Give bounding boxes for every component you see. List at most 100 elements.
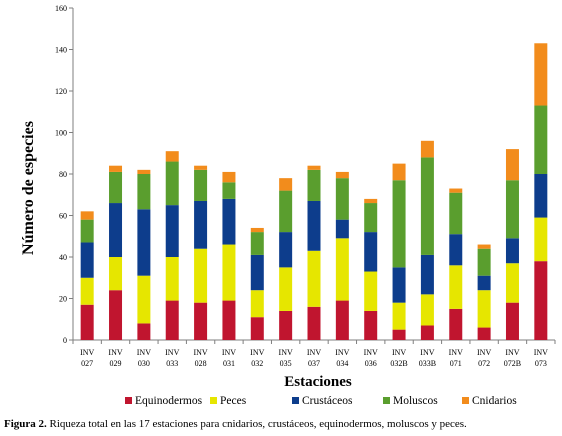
bar-segment: [250, 317, 264, 340]
bar-segment: [80, 304, 94, 340]
x-tick-label: INV: [193, 348, 207, 357]
bar-segment: [420, 157, 434, 255]
bar-segment: [364, 232, 378, 272]
legend-swatch: [292, 397, 299, 404]
bar-segment: [194, 302, 208, 340]
bar-segment: [165, 205, 179, 257]
bar-segment: [335, 171, 349, 179]
y-tick-label: 120: [55, 87, 67, 96]
bar-segment: [335, 238, 349, 301]
x-tick-label: 028: [195, 359, 207, 368]
bar-segment: [307, 306, 321, 340]
bar-segment: [250, 254, 264, 291]
bar-segment: [109, 165, 123, 172]
x-tick-label: INV: [250, 348, 264, 357]
bar-segment: [222, 300, 236, 340]
bar-segment: [307, 169, 321, 201]
bar-segment: [534, 217, 548, 262]
bar-segment: [137, 209, 151, 276]
x-tick-label: 035: [280, 359, 292, 368]
x-tick-label: INV: [449, 348, 463, 357]
chart-legend: Equinodermos Peces Crustáceos Moluscos Cnida…: [125, 395, 517, 407]
bar-segment: [222, 171, 236, 183]
stacked-bar-chart: 0 20 40 60 80 100 120 140 160 INV 027 INV 029 INV 030…: [20, 4, 556, 407]
x-tick-label: INV: [392, 348, 406, 357]
x-tick-label: INV: [108, 348, 122, 357]
bar-segment: [477, 248, 491, 276]
bar-segment: [420, 254, 434, 295]
bar-segment: [137, 174, 151, 210]
bar-segment: [534, 43, 548, 106]
bar-segment: [335, 178, 349, 220]
bar-segment: [194, 248, 208, 303]
bar-segment: [505, 180, 519, 239]
x-tick-label: 032: [251, 359, 263, 368]
bar-segment: [364, 198, 378, 204]
y-tick-label: 20: [59, 295, 67, 304]
bar-segment: [477, 327, 491, 340]
y-tick-label: 140: [55, 46, 67, 55]
y-tick-label: 60: [59, 212, 67, 221]
bar-segment: [420, 294, 434, 326]
x-tick-label: INV: [477, 348, 491, 357]
x-tick-label: 037: [308, 359, 320, 368]
x-tick-label: 033B: [419, 359, 436, 368]
bar-segment: [109, 171, 123, 204]
bar-segment: [80, 277, 94, 305]
bar-segment: [80, 242, 94, 278]
bar-segment: [307, 165, 321, 170]
y-axis-label: Número de especies: [20, 121, 37, 255]
y-tick-label: 160: [55, 4, 67, 13]
legend-swatch: [210, 397, 217, 404]
legend-label: Moluscos: [393, 395, 438, 407]
bar-segment: [194, 169, 208, 201]
bar-segment: [307, 200, 321, 251]
y-tick-label: 0: [63, 336, 67, 345]
bar-segment: [392, 180, 406, 268]
y-tick-label: 100: [55, 129, 67, 138]
legend-label: Equinodermos: [135, 395, 203, 407]
bar-segment: [449, 192, 463, 235]
bar-segment: [279, 190, 293, 233]
figure-caption: Figura 2. Riqueza total en las 17 estaci…: [4, 418, 560, 430]
bar-segment: [165, 151, 179, 162]
bar-segment: [279, 178, 293, 191]
bar-segment: [364, 271, 378, 311]
bar-segment: [80, 219, 94, 243]
bar-segment: [279, 310, 293, 340]
bar-segment: [392, 163, 406, 181]
bar-segment: [449, 234, 463, 266]
legend-label: Peces: [220, 395, 247, 407]
x-tick-label: INV: [420, 348, 434, 357]
x-tick-label: 029: [110, 359, 122, 368]
x-tick-label: 072: [478, 359, 490, 368]
x-tick-label: 032B: [390, 359, 407, 368]
bar-segment: [534, 105, 548, 174]
caption-text: Riqueza total en las 17 estaciones para …: [46, 418, 467, 430]
y-tick-label: 80: [59, 170, 67, 179]
bar-segment: [109, 290, 123, 340]
x-tick-label: INV: [165, 348, 179, 357]
y-tick-labels: 0 20 40 60 80 100 120 140 160: [55, 4, 67, 345]
legend-swatch: [462, 397, 469, 404]
x-tick-label: 030: [138, 359, 150, 368]
bar-segment: [392, 267, 406, 303]
bar-segment: [165, 300, 179, 340]
x-tick-label: 036: [365, 359, 377, 368]
bar-segment: [194, 200, 208, 249]
bar-segment: [420, 140, 434, 158]
bar-segment: [449, 308, 463, 340]
bar-segment: [392, 302, 406, 330]
bar-segment: [279, 232, 293, 268]
x-tick-label: 033: [166, 359, 178, 368]
bar-segment: [534, 261, 548, 340]
bar-segment: [137, 169, 151, 174]
bar-segment: [307, 250, 321, 307]
bar-segment: [109, 257, 123, 291]
legend-label: Cnidarios: [472, 395, 517, 407]
bar-segment: [137, 323, 151, 340]
bar-segment: [420, 325, 434, 340]
x-axis-label: Estaciones: [284, 374, 352, 390]
legend-swatch: [383, 397, 390, 404]
bar-segment: [477, 275, 491, 291]
